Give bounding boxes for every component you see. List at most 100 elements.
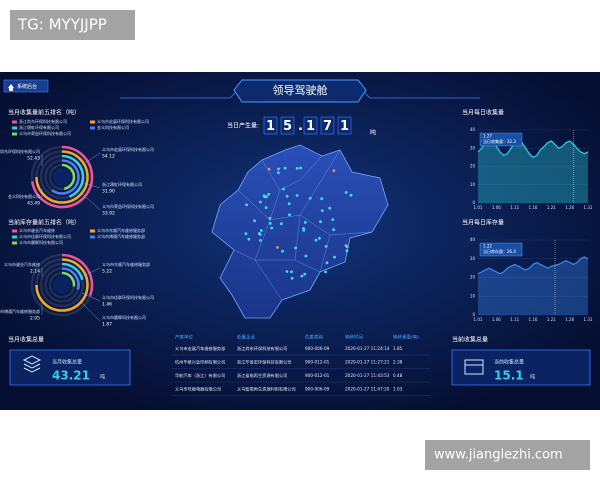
table-cell: 2020-01-27 11:27:21 <box>345 360 390 365</box>
map-dot <box>268 216 272 220</box>
table-header: 危废类别 <box>305 334 323 341</box>
table-cell: 2020-01-27 11:47:20 <box>345 387 390 392</box>
map-dot <box>267 192 271 196</box>
panel-title: 当月收集量前五排名（吨） <box>8 109 80 117</box>
daily-output-label: 当日产生量: <box>227 122 259 130</box>
map-dot <box>345 245 349 249</box>
back-button[interactable] <box>3 79 49 93</box>
total-label: 当前收集总量 <box>494 359 524 366</box>
map-dot <box>262 194 266 198</box>
table-cell: 义乌智恩再生资源利用有限公司 <box>237 386 296 393</box>
y-tick-label: 10 <box>470 182 476 187</box>
x-tick-label: 1.11 <box>510 205 519 210</box>
map-dot <box>280 222 283 226</box>
tooltip-value: 32.3 <box>507 139 516 144</box>
tooltip-value: 26.4 <box>507 249 516 254</box>
legend-swatch <box>90 229 95 233</box>
table-cell: 浙江省裕再生资源有限公司 <box>237 372 287 379</box>
box-icon <box>464 359 484 375</box>
map-dot <box>333 255 336 259</box>
table-cell: 0.48 <box>393 373 403 378</box>
table-header: 转移重量(吨) <box>393 334 419 341</box>
callout-name: 义乌市晨辉科技有限公司 <box>102 314 146 320</box>
watermark-box <box>10 10 135 40</box>
total-unit: 吨 <box>100 374 105 381</box>
total-value: 15.1 <box>494 369 524 383</box>
callout-line <box>81 152 101 166</box>
y-tick-label: 0 <box>472 200 475 205</box>
y-tick-label: 40 <box>470 237 476 242</box>
digit: 1 <box>266 119 275 134</box>
map-dot <box>285 270 289 273</box>
ring-arc <box>61 262 84 281</box>
table-cell: 浙江尚东环保科技有限公司 <box>237 345 287 352</box>
ring-arc <box>61 271 76 287</box>
legend-swatch <box>12 235 17 239</box>
area-line <box>477 138 589 159</box>
map-dot <box>259 200 262 204</box>
callout-line <box>81 182 101 189</box>
x-tick-label: 1.01 <box>474 317 483 322</box>
map-dot <box>325 261 329 265</box>
watermark: TG: MYYJJPP <box>17 16 107 34</box>
total-value: 43.21 <box>52 369 90 383</box>
map-dot <box>288 213 291 217</box>
digit-box <box>320 116 335 135</box>
y-tick-label: 40 <box>470 127 476 132</box>
total-box <box>451 349 591 386</box>
x-tick-label: 1.31 <box>584 317 593 322</box>
map-dot <box>303 272 307 276</box>
back-button-label[interactable]: 系统后台 <box>17 83 37 90</box>
map-dot <box>253 219 256 223</box>
ring-arc <box>31 145 94 209</box>
callout-name: 浙江璟虹环保有限公司 <box>102 181 142 187</box>
ring-arc <box>61 267 80 290</box>
y-tick-label: 0 <box>472 312 475 317</box>
legend-swatch <box>90 235 95 239</box>
digit: . <box>298 119 303 134</box>
callout-line <box>81 302 101 322</box>
legend-label: 浙江璟虹环保有限公司 <box>19 124 59 130</box>
map-dot <box>300 274 304 278</box>
tooltip-box <box>479 242 523 257</box>
home-icon <box>8 84 14 91</box>
tooltip-text: 当日收集量：32.3 <box>483 138 516 144</box>
panel-title: 当月每日库存量 <box>462 219 504 227</box>
map-dot <box>247 237 251 241</box>
map-dot <box>281 249 284 253</box>
map-dot <box>295 167 299 170</box>
map-dot <box>285 194 289 198</box>
panel-title: 当前收集总量 <box>452 336 488 344</box>
map-dot <box>277 171 280 175</box>
map-dot <box>303 221 307 224</box>
table-cell: 2.38 <box>393 360 403 365</box>
ring-arc <box>61 163 76 191</box>
x-tick-label: 1.26 <box>565 317 574 322</box>
map-dot <box>287 202 291 206</box>
total-unit: 吨 <box>530 374 535 381</box>
map-dots <box>244 166 353 280</box>
table-cell: 900-006-09 <box>305 387 330 392</box>
legend-swatch <box>12 229 17 233</box>
table-cell: 义乌市宏展汽车维修服务部 <box>175 345 225 352</box>
callout-name: 义乌市东顺汽车维修服务部 <box>102 261 150 267</box>
callout-value: 31.90 <box>102 189 115 195</box>
y-tick-label: 10 <box>470 293 476 298</box>
legend-label: 义乌市晨辉科技有限公司 <box>19 239 63 245</box>
callout-name: 金义科技有限公司 <box>8 193 40 199</box>
legend-label: 义乌市博通汽车维修服务部 <box>97 233 145 239</box>
map-dot <box>328 206 332 210</box>
map-dot <box>299 166 302 170</box>
map <box>211 144 389 319</box>
callout-line <box>81 292 101 302</box>
map-dot <box>324 270 327 274</box>
callout-name: 浙江尚东环保科技有限公司 <box>0 148 40 154</box>
watermark: www.jianglezhi.com <box>434 448 563 463</box>
map-dot <box>260 229 263 232</box>
table-header: 产废单位 <box>175 334 193 341</box>
map-dot <box>267 167 271 171</box>
callout-value: 54.12 <box>102 154 115 160</box>
legend-swatch <box>12 241 17 245</box>
legend-swatch <box>12 126 17 130</box>
callout-name: 义乌市荣益环保科技有限公司 <box>102 203 154 209</box>
